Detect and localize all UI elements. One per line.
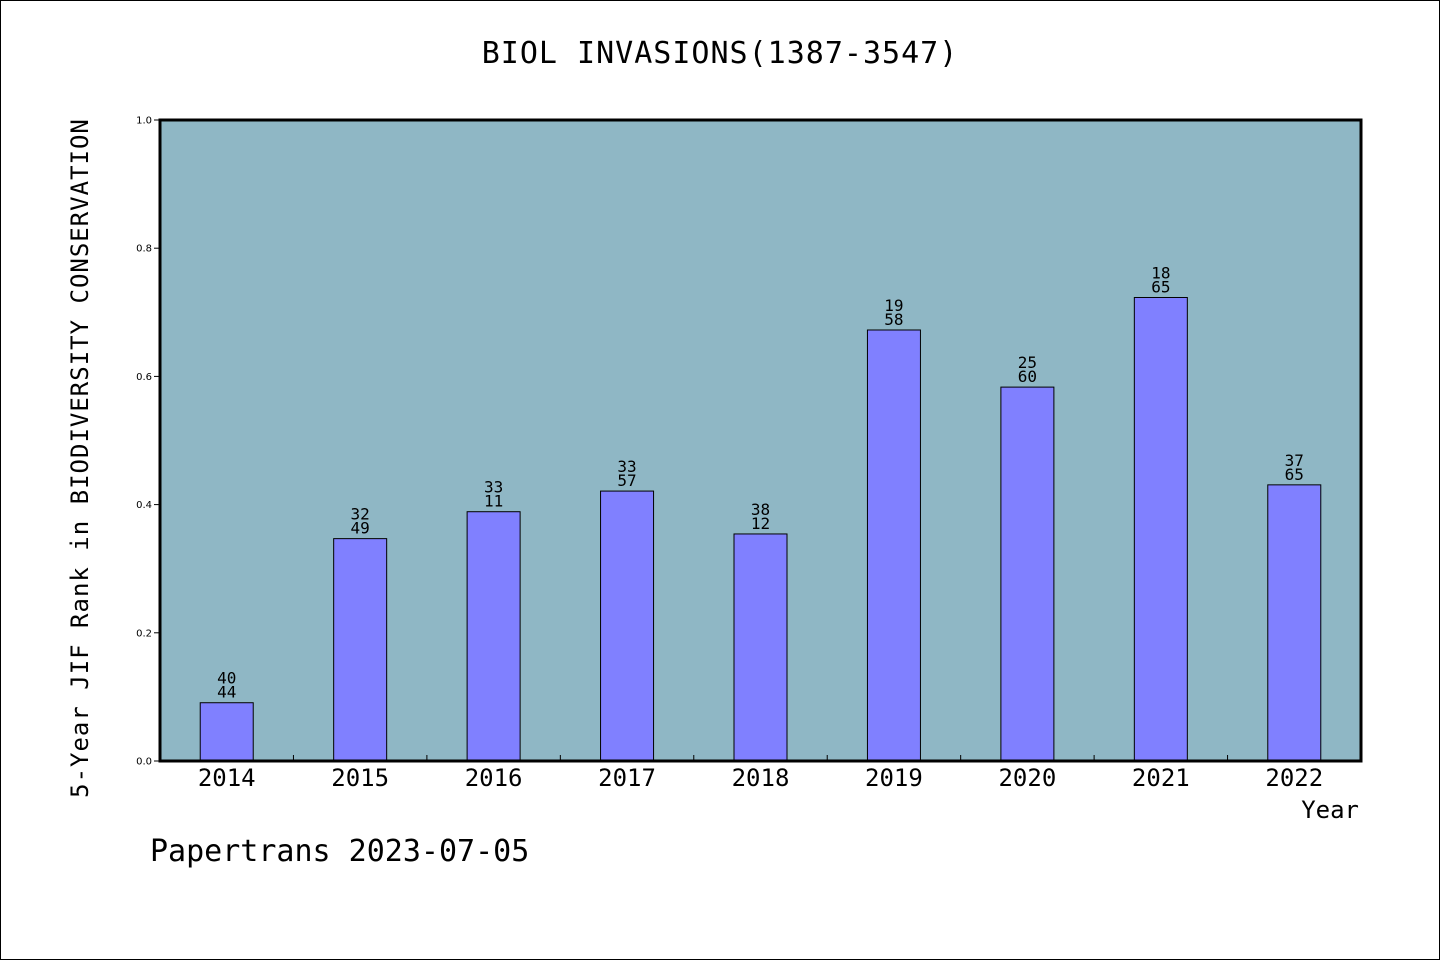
y-axis: 0.0 0.2 0.4 0.6 0.8 1.0	[136, 116, 160, 768]
bar-2021	[1133, 296, 1188, 762]
y-tick-label: 1.0	[136, 116, 152, 127]
bar-label-top: 32	[351, 505, 370, 524]
bar-2022	[1267, 484, 1322, 762]
bar-label-top: 33	[484, 478, 503, 497]
bar-2018	[733, 533, 788, 762]
bar-label-top: 18	[1151, 263, 1170, 282]
bar-label-bottom: 57	[617, 471, 636, 490]
bar-label-top: 38	[751, 500, 770, 519]
x-tick-label: 2022	[1265, 764, 1323, 792]
bar-label-top: 37	[1285, 451, 1304, 470]
bar-label-top: 19	[884, 296, 903, 315]
bar-label-bottom: 11	[484, 492, 503, 511]
bar-label-top: 25	[1018, 353, 1037, 372]
bar-2014	[199, 702, 254, 762]
x-tick-label: 2021	[1132, 764, 1190, 792]
bar-2015	[333, 538, 388, 762]
y-tick-label: 0.4	[136, 500, 152, 511]
bar-label-bottom: 65	[1285, 465, 1304, 484]
x-axis: 2014 2015 2016 2017 2018 2019 2020 2021 2022	[198, 755, 1323, 792]
x-tick-label: 2015	[331, 764, 389, 792]
x-axis-label: Year	[1301, 796, 1359, 824]
bar-2016	[466, 511, 521, 762]
chart-title: BIOL INVASIONS(1387-3547)	[481, 36, 959, 71]
plot-border	[158, 118, 1363, 763]
y-tick-label: 0.8	[136, 244, 152, 255]
bar-label-top: 33	[617, 457, 636, 476]
x-tick-label: 2020	[998, 764, 1056, 792]
x-tick-label: 2019	[865, 764, 923, 792]
bar-label-bottom: 12	[751, 514, 770, 533]
y-tick-label: 0.0	[136, 757, 152, 768]
bar-2019	[866, 329, 921, 762]
bar-2017	[600, 490, 655, 762]
bar-label-bottom: 65	[1151, 277, 1170, 296]
bar-label-bottom: 60	[1018, 367, 1037, 386]
bar-label-top: 40	[217, 669, 236, 688]
x-tick-label: 2018	[732, 764, 790, 792]
y-tick-label: 0.2	[136, 628, 152, 639]
bar-label-bottom: 49	[351, 519, 370, 538]
x-tick-label: 2014	[198, 764, 256, 792]
x-tick-label: 2017	[598, 764, 656, 792]
bar-label-bottom: 44	[217, 683, 236, 702]
y-tick-label: 0.6	[136, 372, 152, 383]
x-tick-label: 2016	[465, 764, 523, 792]
bar-label-bottom: 58	[884, 310, 903, 329]
footer-credit: Papertrans 2023-07-05	[150, 834, 530, 869]
bar-2020	[1000, 386, 1055, 762]
